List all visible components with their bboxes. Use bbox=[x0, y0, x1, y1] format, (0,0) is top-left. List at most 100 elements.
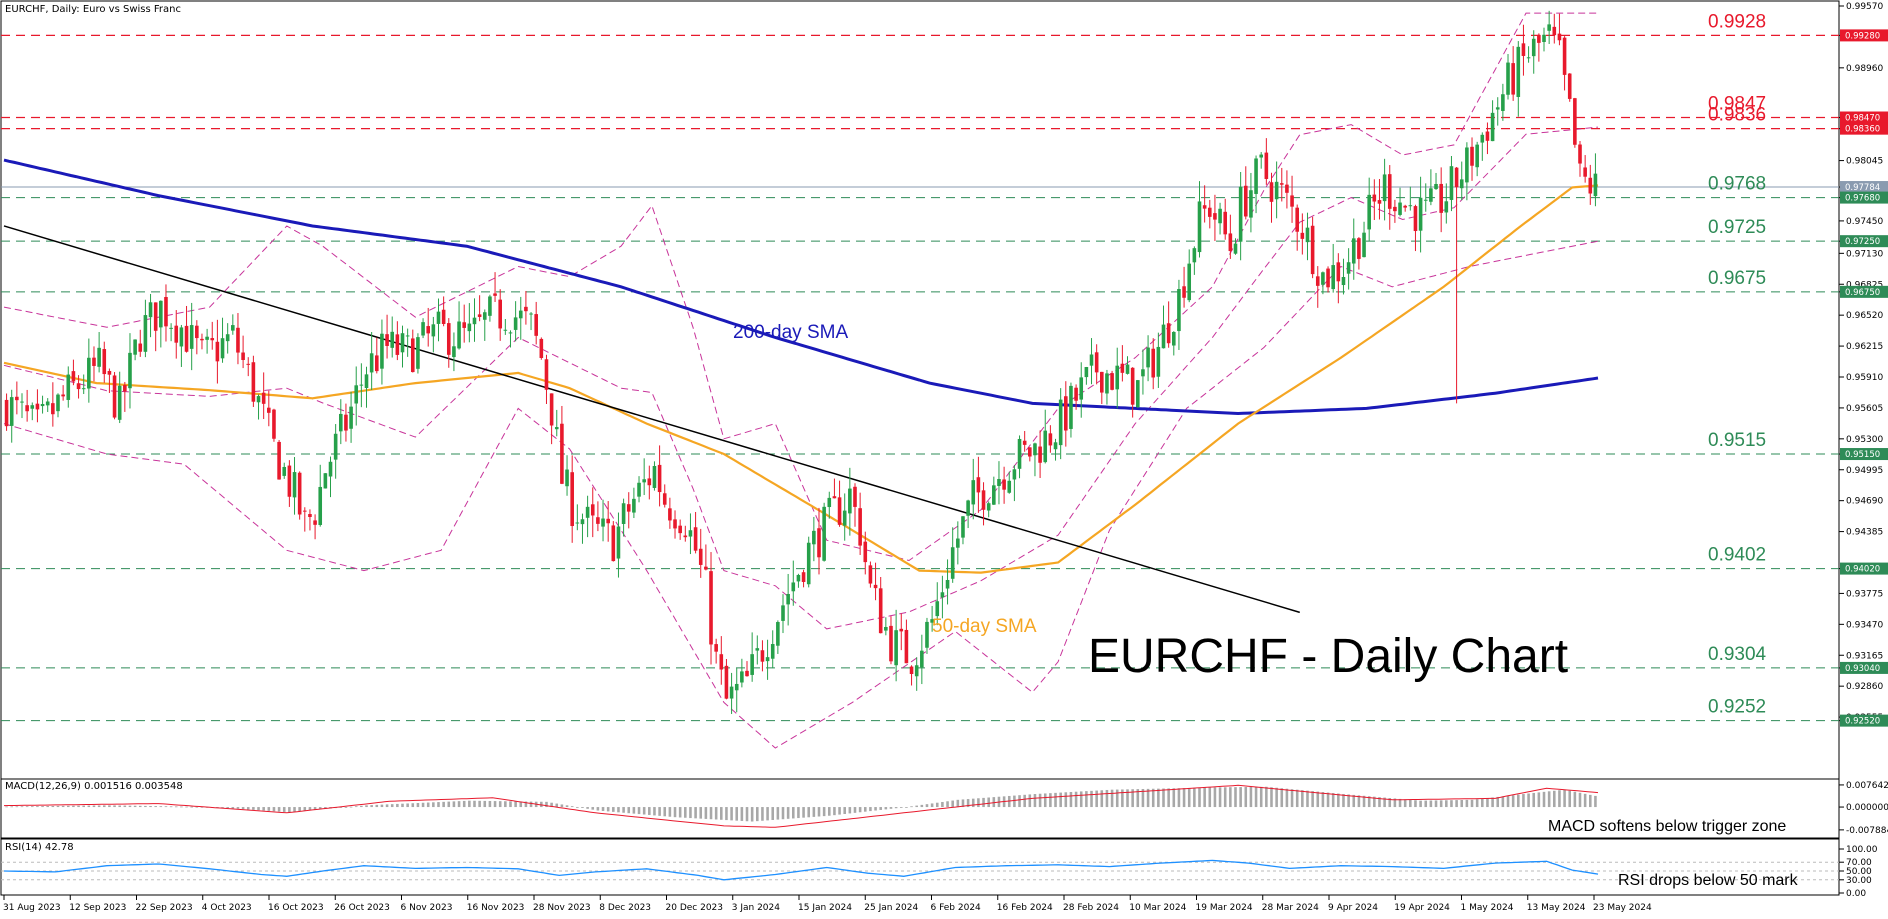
macd-histogram-bar bbox=[1038, 793, 1042, 808]
macd-histogram-bar bbox=[884, 807, 888, 810]
macd-histogram-bar bbox=[843, 807, 846, 814]
candle-body bbox=[575, 522, 580, 524]
candle-body bbox=[657, 464, 662, 493]
macd-histogram-bar bbox=[1378, 797, 1381, 808]
candle-body bbox=[1362, 232, 1366, 258]
macd-histogram-bar bbox=[1172, 788, 1176, 808]
macd-histogram-bar bbox=[426, 802, 430, 808]
candle-body bbox=[1531, 38, 1536, 57]
candle-body bbox=[225, 334, 230, 342]
macd-histogram-bar bbox=[87, 805, 91, 808]
candle-body bbox=[1501, 94, 1505, 111]
candle-body bbox=[920, 650, 924, 668]
candle-body bbox=[1439, 183, 1443, 213]
candle-body bbox=[786, 593, 790, 605]
macd-histogram-bar bbox=[776, 807, 780, 820]
candle-body bbox=[606, 518, 610, 524]
macd-histogram-bar bbox=[385, 804, 389, 808]
candle-body bbox=[1187, 263, 1192, 301]
candle-body bbox=[61, 394, 65, 397]
macd-histogram-bar bbox=[1126, 789, 1129, 808]
candle-body bbox=[832, 496, 837, 499]
candle-body bbox=[87, 357, 91, 389]
macd-histogram-bar bbox=[293, 807, 296, 812]
price-tag bbox=[1840, 235, 1888, 248]
macd-histogram-bar bbox=[1249, 786, 1253, 808]
candle-body bbox=[205, 336, 209, 340]
candle-body bbox=[1310, 225, 1315, 275]
candle-body bbox=[1583, 167, 1587, 177]
candle-body bbox=[1233, 243, 1238, 254]
macd-histogram-bar bbox=[174, 806, 178, 808]
macd-histogram-bar bbox=[488, 800, 492, 808]
candle-body bbox=[1012, 469, 1017, 480]
candle-body bbox=[904, 629, 909, 664]
price-tick-label: 0.93470 bbox=[1846, 620, 1883, 630]
price-tick-label: 0.93775 bbox=[1846, 589, 1883, 599]
candle-body bbox=[740, 671, 744, 683]
macd-histogram-bar bbox=[930, 803, 934, 808]
macd-histogram-bar bbox=[1594, 795, 1597, 808]
macd-histogram-bar bbox=[1553, 790, 1556, 808]
macd-histogram-bar bbox=[673, 807, 677, 818]
candle-body bbox=[390, 331, 395, 348]
candle-body bbox=[632, 498, 636, 513]
macd-histogram-bar bbox=[406, 803, 409, 808]
macd-histogram-bar bbox=[66, 805, 70, 808]
candle-body bbox=[1321, 272, 1325, 285]
macd-histogram-bar bbox=[339, 807, 343, 808]
macd-histogram-bar bbox=[509, 801, 512, 808]
macd-histogram-bar bbox=[802, 807, 805, 818]
macd-histogram-bar bbox=[540, 801, 543, 808]
candle-body bbox=[354, 385, 359, 404]
candle-body bbox=[1228, 233, 1233, 252]
candle-body bbox=[1089, 354, 1094, 366]
macd-histogram-bar bbox=[380, 804, 384, 808]
macd-histogram-bar bbox=[858, 807, 862, 813]
macd-histogram-bar bbox=[915, 805, 918, 808]
macd-histogram-bar bbox=[1491, 797, 1494, 808]
macd-histogram-bar bbox=[257, 807, 260, 811]
candle-body bbox=[30, 405, 35, 409]
macd-histogram-bar bbox=[437, 802, 440, 808]
candle-body bbox=[1100, 371, 1104, 393]
macd-histogram-bar bbox=[1434, 800, 1438, 808]
macd-histogram-bar bbox=[1409, 799, 1412, 808]
price-tag bbox=[1840, 285, 1888, 298]
candle-body bbox=[1202, 205, 1207, 209]
macd-histogram-bar bbox=[1326, 792, 1330, 808]
candle-body bbox=[1490, 112, 1495, 142]
macd-histogram-bar bbox=[1265, 786, 1268, 808]
macd-histogram-bar bbox=[766, 807, 769, 821]
candle-body bbox=[1084, 367, 1089, 378]
candle-body bbox=[621, 503, 626, 524]
price-tag bbox=[1840, 111, 1888, 124]
candle-body bbox=[426, 326, 431, 334]
candle-body bbox=[1043, 430, 1048, 463]
macd-histogram-bar bbox=[1537, 792, 1541, 808]
candle-body bbox=[668, 508, 672, 521]
candle-body bbox=[935, 601, 940, 617]
macd-histogram-bar bbox=[51, 805, 55, 808]
price-tag-label: 0.97680 bbox=[1845, 194, 1880, 204]
macd-histogram-bar bbox=[1578, 792, 1582, 808]
candle-body bbox=[1444, 201, 1449, 213]
candle-body bbox=[1130, 367, 1135, 405]
macd-histogram-bar bbox=[1074, 791, 1078, 808]
macd-histogram-bar bbox=[1115, 789, 1119, 808]
candle-body bbox=[1028, 447, 1032, 457]
macd-histogram-bar bbox=[1203, 787, 1206, 808]
macd-histogram-bar bbox=[452, 801, 456, 808]
candle-body bbox=[524, 306, 528, 312]
macd-histogram-bar bbox=[725, 807, 728, 821]
macd-series: 0.007642 0.000000 -0.007884 bbox=[3, 781, 1888, 836]
macd-histogram-bar bbox=[236, 807, 240, 809]
macd-histogram-bar bbox=[1331, 793, 1335, 808]
macd-histogram-bar bbox=[277, 807, 281, 812]
macd-histogram-bar bbox=[1182, 788, 1186, 808]
macd-histogram-bar bbox=[1573, 791, 1577, 808]
macd-tick-label: 0.000000 bbox=[1846, 803, 1888, 813]
macd-histogram-bar bbox=[462, 800, 466, 808]
macd-histogram-bar bbox=[1007, 795, 1011, 808]
